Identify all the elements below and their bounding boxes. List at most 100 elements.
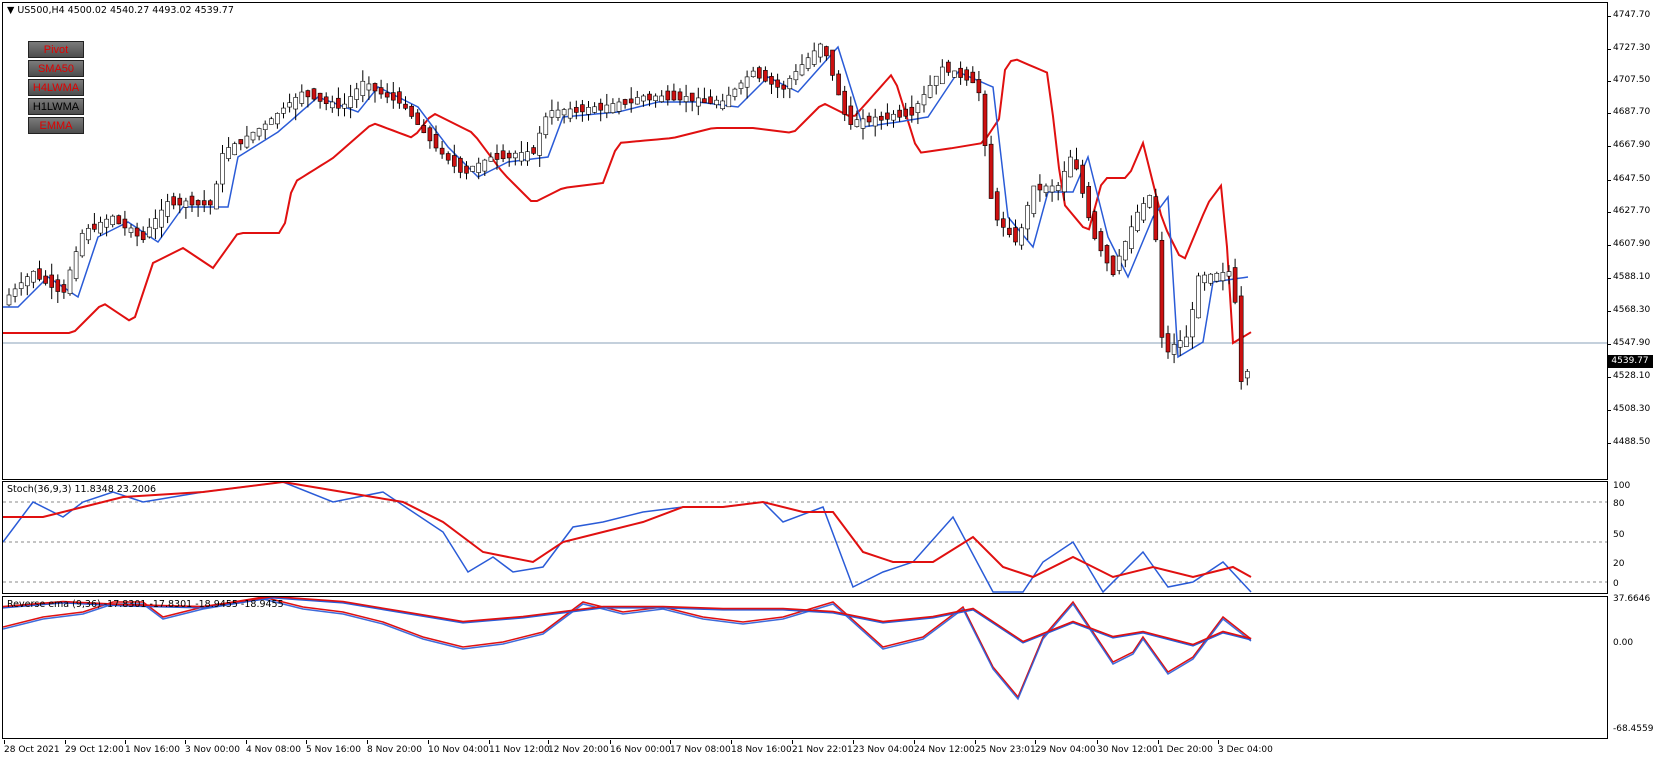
candle-body — [531, 147, 536, 154]
candle-body — [336, 97, 341, 109]
candle-body — [165, 201, 170, 217]
time-label: 16 Nov 00:00 — [610, 745, 671, 755]
candle-body — [1068, 156, 1073, 178]
candle-body — [220, 153, 225, 185]
time-axis[interactable]: 28 Oct 2021 29 Oct 12:00 1 Nov 16:00 3 Nov … — [0, 740, 1607, 760]
candle-body — [537, 132, 543, 156]
candle-body — [110, 215, 115, 225]
candle-body — [885, 112, 890, 120]
candle-body — [1098, 231, 1104, 252]
price-tick: 4508.30 — [1613, 404, 1651, 414]
candle-body — [421, 125, 427, 134]
price-chart-pane[interactable]: ▼ US500,H4 4500.02 4540.27 4493.02 4539.… — [2, 2, 1608, 480]
candle-body — [427, 127, 433, 142]
candle-body — [811, 50, 817, 65]
reverse-ema-chart[interactable] — [3, 597, 1607, 738]
dropdown-icon[interactable]: ▼ — [7, 5, 18, 16]
candle-body — [805, 57, 811, 69]
time-tick — [548, 740, 549, 744]
stochastic-chart[interactable] — [3, 482, 1607, 593]
price-tick: 4488.50 — [1613, 437, 1651, 447]
emma-button[interactable]: EMMA — [28, 117, 84, 134]
candle-body — [988, 143, 994, 199]
candle-body — [67, 269, 73, 295]
time-tick — [1097, 740, 1098, 744]
candle-body — [1055, 185, 1061, 191]
price-tick: 4607.90 — [1613, 239, 1651, 249]
time-tick — [367, 740, 368, 744]
candle-body — [488, 156, 494, 162]
price-tick: 4588.10 — [1613, 272, 1651, 282]
candle-body — [659, 95, 665, 102]
candle-body — [244, 135, 250, 148]
stoch-tick: 50 — [1613, 530, 1625, 540]
h1lwma-button[interactable]: H1LWMA — [28, 98, 84, 115]
candle-body — [415, 112, 421, 125]
time-tick — [428, 740, 429, 744]
candle-body — [683, 96, 689, 103]
stochastic-pane[interactable]: Stoch(36,9,3) 11.8348 23.2006 — [2, 481, 1608, 594]
price-tick: 4568.30 — [1613, 305, 1651, 315]
time-tick — [914, 740, 915, 744]
candle-body — [1037, 183, 1043, 191]
price-tick: 4747.70 — [1613, 10, 1651, 20]
candle-body — [1232, 267, 1238, 303]
candle-body — [1043, 185, 1049, 193]
reverse-ema-pane[interactable]: Reverse ema (9,36) -17.8301 -17.8301 -18… — [2, 596, 1608, 739]
candle-body — [140, 231, 146, 241]
candle-body — [43, 275, 48, 284]
candle-body — [598, 102, 604, 111]
reverse-fast-line — [3, 597, 1252, 699]
candle-body — [372, 83, 378, 92]
candle-body — [787, 78, 793, 90]
candle-body — [116, 215, 122, 225]
candle-body — [323, 96, 329, 105]
candle-body — [695, 97, 701, 107]
candle-body — [903, 108, 909, 117]
time-label: 18 Nov 16:00 — [731, 745, 792, 755]
candle-body — [226, 147, 231, 159]
time-tick — [853, 740, 854, 744]
candle-body — [104, 218, 109, 228]
sma50-button[interactable]: SMA50 — [28, 60, 84, 77]
candle-body — [464, 165, 469, 174]
stoch-signal-line — [3, 482, 1252, 579]
price-axis[interactable]: 4747.70 4727.30 4707.50 4687.70 4667.90 … — [1607, 2, 1653, 478]
candle-body — [909, 106, 915, 116]
candle-body — [702, 98, 707, 103]
candle-body — [781, 84, 787, 90]
time-label: 17 Nov 08:00 — [670, 745, 731, 755]
candle-body — [287, 102, 292, 108]
candle-body — [756, 67, 762, 79]
pivot-button[interactable]: Pivot — [28, 41, 84, 58]
candle-body — [73, 251, 79, 279]
candle-body — [1214, 273, 1220, 282]
candle-body — [830, 49, 835, 76]
candle-body — [458, 157, 463, 173]
h4lwma-button[interactable]: H4LWMA — [28, 79, 84, 96]
candle-body — [1159, 239, 1165, 338]
candle-body — [1147, 195, 1152, 208]
candle-body — [134, 227, 140, 237]
candlestick-chart[interactable] — [3, 3, 1607, 479]
candle-body — [360, 80, 366, 96]
candle-body — [1092, 211, 1098, 239]
reverse-ema-axis: 37.6646 0.00 -68.4559 — [1607, 594, 1653, 737]
candle-body — [1135, 211, 1140, 231]
candle-body — [86, 228, 91, 241]
price-tick: 4647.50 — [1613, 174, 1651, 184]
stochastic-title: Stoch(36,9,3) 11.8348 23.2006 — [7, 484, 157, 495]
rev-tick: 37.6646 — [1613, 594, 1651, 604]
candle-body — [616, 101, 622, 112]
candle-body — [311, 88, 317, 100]
candle-body — [262, 123, 268, 130]
candle-body — [689, 92, 695, 102]
time-label: 5 Nov 16:00 — [306, 745, 361, 755]
time-tick — [185, 740, 186, 744]
candle-body — [49, 274, 55, 288]
candle-body — [897, 109, 902, 118]
candle-body — [293, 97, 299, 110]
chart-title: ▼ US500,H4 4500.02 4540.27 4493.02 4539.… — [7, 5, 234, 16]
candle-body — [439, 147, 445, 155]
candle-body — [409, 105, 414, 117]
